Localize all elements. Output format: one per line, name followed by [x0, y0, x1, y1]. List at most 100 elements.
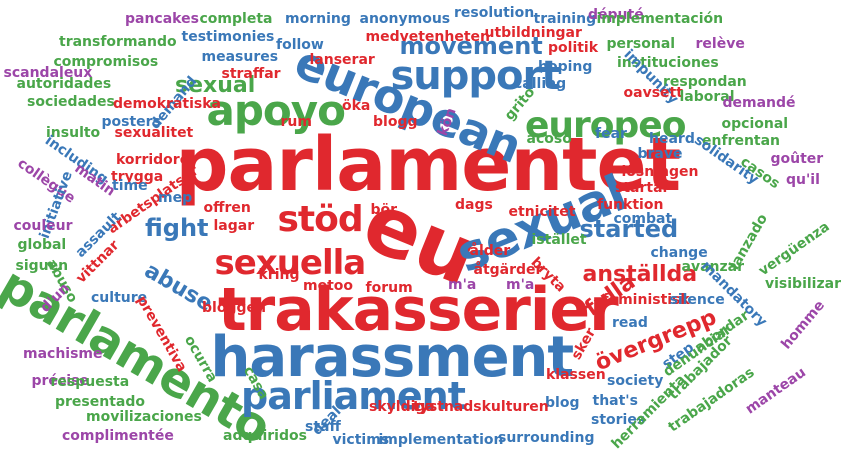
- cloud-word: respondan: [663, 74, 747, 90]
- cloud-word: metoo: [303, 278, 354, 294]
- cloud-word: transformando: [59, 34, 177, 50]
- cloud-word: bör: [370, 202, 398, 218]
- cloud-word: anonymous: [359, 11, 451, 27]
- cloud-word: europeo: [525, 105, 686, 146]
- cloud-word: tystnadskulturen: [413, 399, 549, 415]
- cloud-word: mep: [158, 190, 193, 206]
- cloud-word: harassment: [210, 325, 575, 390]
- cloud-word: relève: [695, 36, 745, 52]
- cloud-word: fight: [145, 214, 209, 242]
- cloud-word: skyldiga: [369, 399, 435, 415]
- cloud-word: vergüenza: [755, 218, 833, 280]
- cloud-word: blog: [545, 395, 580, 411]
- cloud-word: dags: [455, 197, 493, 213]
- cloud-word: victims: [332, 432, 390, 448]
- cloud-word: scandaleux: [3, 65, 93, 81]
- cloud-word: adquiridos: [223, 428, 307, 444]
- cloud-word: follow: [276, 37, 324, 53]
- cloud-word: completa: [199, 11, 273, 27]
- cloud-word: stories: [591, 412, 646, 428]
- cloud-word: measures: [201, 49, 279, 65]
- cloud-word: acoso: [526, 131, 572, 147]
- cloud-word: pancakes: [125, 11, 199, 27]
- cloud-word: surrounding: [498, 430, 595, 446]
- cloud-word: resolution: [454, 5, 535, 21]
- cloud-word: sexuella: [214, 243, 367, 283]
- cloud-word: m'a: [506, 277, 535, 293]
- cloud-word: fear: [595, 126, 627, 142]
- cloud-word: implementation: [378, 432, 504, 448]
- cloud-word: utbildningar: [484, 25, 582, 41]
- cloud-word: sociedades: [27, 94, 115, 110]
- cloud-word: combat: [613, 211, 673, 227]
- cloud-word: homme: [778, 297, 828, 353]
- cloud-word: testimonies: [181, 29, 275, 45]
- cloud-word: movilizaciones: [86, 409, 202, 425]
- cloud-word: oavsett: [623, 85, 683, 101]
- cloud-word: istället: [531, 232, 587, 248]
- cloud-word: presentado: [55, 394, 145, 410]
- cloud-word: laboral: [679, 89, 735, 105]
- cloud-word: culture: [91, 290, 148, 306]
- cloud-word: m'a: [448, 277, 477, 293]
- cloud-word: personal: [606, 36, 676, 52]
- cloud-word: time: [112, 178, 148, 194]
- cloud-word: heard: [649, 131, 695, 147]
- cloud-word: lagar: [213, 218, 255, 234]
- cloud-word: apoyo: [206, 86, 346, 135]
- cloud-word: rum: [280, 114, 312, 130]
- cloud-word: couleur: [13, 218, 73, 234]
- cloud-word: blogg: [373, 114, 418, 130]
- cloud-word: that's: [592, 393, 638, 409]
- cloud-word: posters: [101, 114, 161, 130]
- cloud-word: change: [650, 245, 708, 261]
- cloud-word: complimentée: [62, 428, 174, 444]
- cloud-word: silence: [669, 292, 725, 308]
- cloud-word: started: [579, 215, 679, 243]
- cloud-word: politik: [548, 40, 599, 56]
- cloud-word: straffar: [221, 66, 281, 82]
- cloud-word: demokratiska: [113, 96, 221, 112]
- cloud-word: movement: [399, 32, 543, 60]
- cloud-word: society: [607, 373, 664, 389]
- cloud-word: député: [588, 7, 644, 23]
- cloud-word: support: [390, 53, 561, 99]
- cloud-word: siguen: [15, 258, 69, 274]
- cloud-word: read: [612, 315, 648, 331]
- cloud-word: startar: [615, 180, 670, 196]
- cloud-word: autoridades: [16, 76, 112, 92]
- cloud-word: demandé: [722, 95, 796, 111]
- cloud-word: parlamentet: [175, 122, 682, 208]
- cloud-word: hoping: [538, 59, 593, 75]
- cloud-word: öka: [342, 98, 371, 114]
- cloud-word: machisme: [23, 346, 103, 362]
- cloud-word: enfrentan: [702, 133, 781, 149]
- cloud-word: offren: [203, 200, 251, 216]
- cloud-word: qu'il: [786, 172, 820, 188]
- cloud-word: training: [533, 11, 597, 27]
- cloud-word: calling: [514, 76, 567, 92]
- cloud-word: parliament: [241, 374, 466, 418]
- cloud-word: feministisk: [602, 292, 690, 308]
- cloud-word: global: [17, 237, 67, 253]
- cloud-word: avanzar: [681, 259, 745, 275]
- cloud-word: trakasserier: [218, 275, 619, 345]
- cloud-word: stöd: [277, 199, 364, 240]
- cloud-word: sexual: [175, 73, 256, 98]
- cloud-word: brave: [637, 146, 683, 162]
- cloud-word: lösningen: [621, 164, 699, 180]
- cloud-word: instituciones: [617, 55, 719, 71]
- cloud-word: anställda: [582, 262, 698, 287]
- cloud-word: compromisos: [53, 54, 159, 70]
- cloud-word: ålder: [469, 243, 511, 259]
- cloud-word: korridorer: [116, 152, 197, 168]
- cloud-word: medvetenheten: [365, 29, 491, 45]
- cloud-word: goûter: [770, 151, 824, 167]
- cloud-word: trygga: [111, 169, 164, 185]
- cloud-word: forum: [365, 280, 413, 296]
- cloud-word: bloggen: [202, 300, 266, 316]
- cloud-word: åtgärder: [473, 262, 543, 278]
- cloud-word: opcional: [721, 116, 789, 132]
- cloud-word: morning: [285, 11, 351, 27]
